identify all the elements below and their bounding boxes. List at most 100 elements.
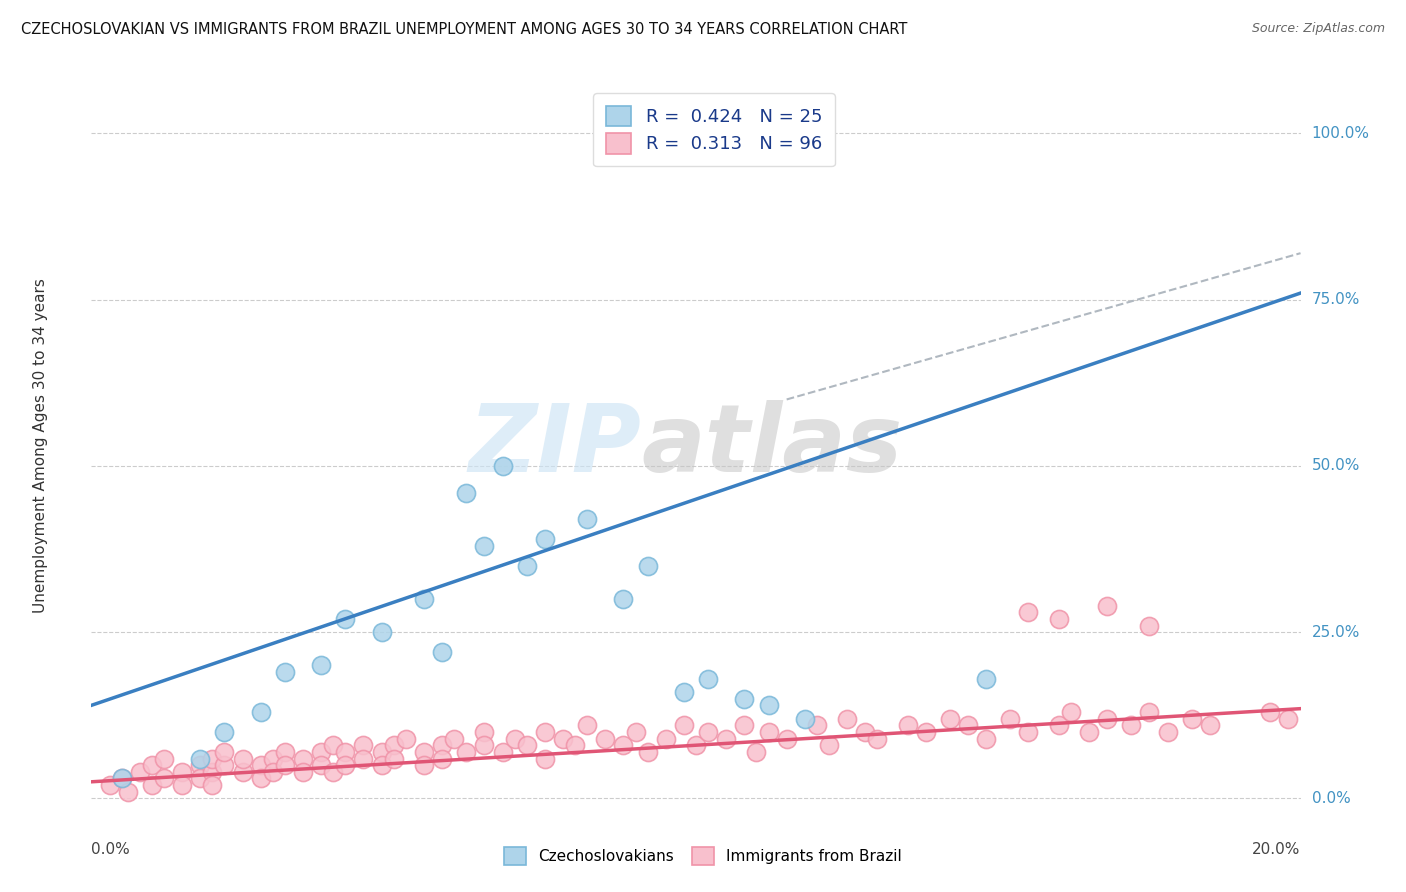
Point: [758, 698, 780, 713]
Text: 20.0%: 20.0%: [1253, 842, 1301, 857]
Point: [1095, 599, 1118, 613]
Point: [172, 778, 194, 792]
Point: [818, 738, 841, 752]
Point: [456, 485, 478, 500]
Point: [1018, 605, 1040, 619]
Point: [430, 738, 453, 752]
Point: [1139, 705, 1161, 719]
Point: [685, 738, 707, 752]
Point: [758, 725, 780, 739]
Point: [595, 731, 617, 746]
Point: [370, 625, 392, 640]
Point: [806, 718, 828, 732]
Point: [153, 772, 176, 786]
Point: [1260, 705, 1282, 719]
Point: [141, 758, 163, 772]
Point: [733, 718, 755, 732]
Point: [249, 758, 271, 772]
Point: [352, 738, 374, 752]
Text: 0.0%: 0.0%: [1312, 791, 1350, 805]
Point: [201, 778, 224, 792]
Text: 100.0%: 100.0%: [1312, 126, 1369, 141]
Point: [456, 745, 478, 759]
Point: [153, 751, 176, 765]
Point: [111, 772, 132, 786]
Point: [974, 672, 997, 686]
Point: [637, 558, 659, 573]
Point: [654, 731, 676, 746]
Text: ZIP: ZIP: [468, 400, 641, 492]
Point: [309, 658, 332, 673]
Point: [1121, 718, 1143, 732]
Point: [697, 725, 720, 739]
Point: [612, 738, 634, 752]
Point: [576, 718, 599, 732]
Point: [322, 738, 344, 752]
Point: [262, 764, 284, 779]
Point: [98, 778, 121, 792]
Point: [533, 751, 555, 765]
Point: [914, 725, 936, 739]
Point: [745, 745, 768, 759]
Point: [1047, 612, 1070, 626]
Point: [835, 712, 858, 726]
Text: 0.0%: 0.0%: [91, 842, 131, 857]
Point: [776, 731, 799, 746]
Point: [335, 745, 357, 759]
Point: [231, 751, 253, 765]
Legend: R =  0.424   N = 25, R =  0.313   N = 96: R = 0.424 N = 25, R = 0.313 N = 96: [593, 93, 835, 166]
Point: [309, 758, 332, 772]
Point: [128, 764, 150, 779]
Point: [1181, 712, 1204, 726]
Point: [974, 731, 997, 746]
Point: [637, 745, 659, 759]
Point: [443, 731, 465, 746]
Point: [551, 731, 574, 746]
Point: [564, 738, 586, 752]
Point: [274, 745, 297, 759]
Text: 25.0%: 25.0%: [1312, 624, 1360, 640]
Point: [413, 745, 436, 759]
Point: [533, 532, 555, 546]
Text: atlas: atlas: [641, 400, 903, 492]
Point: [1139, 618, 1161, 632]
Point: [201, 751, 224, 765]
Point: [274, 665, 297, 679]
Point: [201, 764, 224, 779]
Text: CZECHOSLOVAKIAN VS IMMIGRANTS FROM BRAZIL UNEMPLOYMENT AMONG AGES 30 TO 34 YEARS: CZECHOSLOVAKIAN VS IMMIGRANTS FROM BRAZI…: [21, 22, 907, 37]
Point: [672, 685, 695, 699]
Point: [335, 612, 357, 626]
Point: [1198, 718, 1220, 732]
Point: [697, 672, 720, 686]
Point: [472, 738, 495, 752]
Point: [1156, 725, 1178, 739]
Point: [430, 751, 453, 765]
Point: [117, 785, 139, 799]
Point: [370, 745, 392, 759]
Point: [111, 772, 132, 786]
Point: [188, 751, 211, 765]
Point: [793, 712, 815, 726]
Point: [612, 591, 634, 606]
Point: [1277, 712, 1299, 726]
Point: [292, 764, 315, 779]
Point: [292, 751, 315, 765]
Point: [430, 645, 453, 659]
Point: [516, 558, 538, 573]
Point: [714, 731, 737, 746]
Point: [624, 133, 647, 147]
Text: Unemployment Among Ages 30 to 34 years: Unemployment Among Ages 30 to 34 years: [34, 278, 48, 614]
Point: [533, 725, 555, 739]
Point: [866, 731, 889, 746]
Point: [335, 758, 357, 772]
Point: [853, 725, 876, 739]
Point: [897, 718, 920, 732]
Point: [1095, 712, 1118, 726]
Point: [214, 745, 236, 759]
Point: [214, 725, 236, 739]
Point: [188, 758, 211, 772]
Point: [231, 764, 253, 779]
Point: [249, 705, 271, 719]
Point: [274, 758, 297, 772]
Point: [309, 745, 332, 759]
